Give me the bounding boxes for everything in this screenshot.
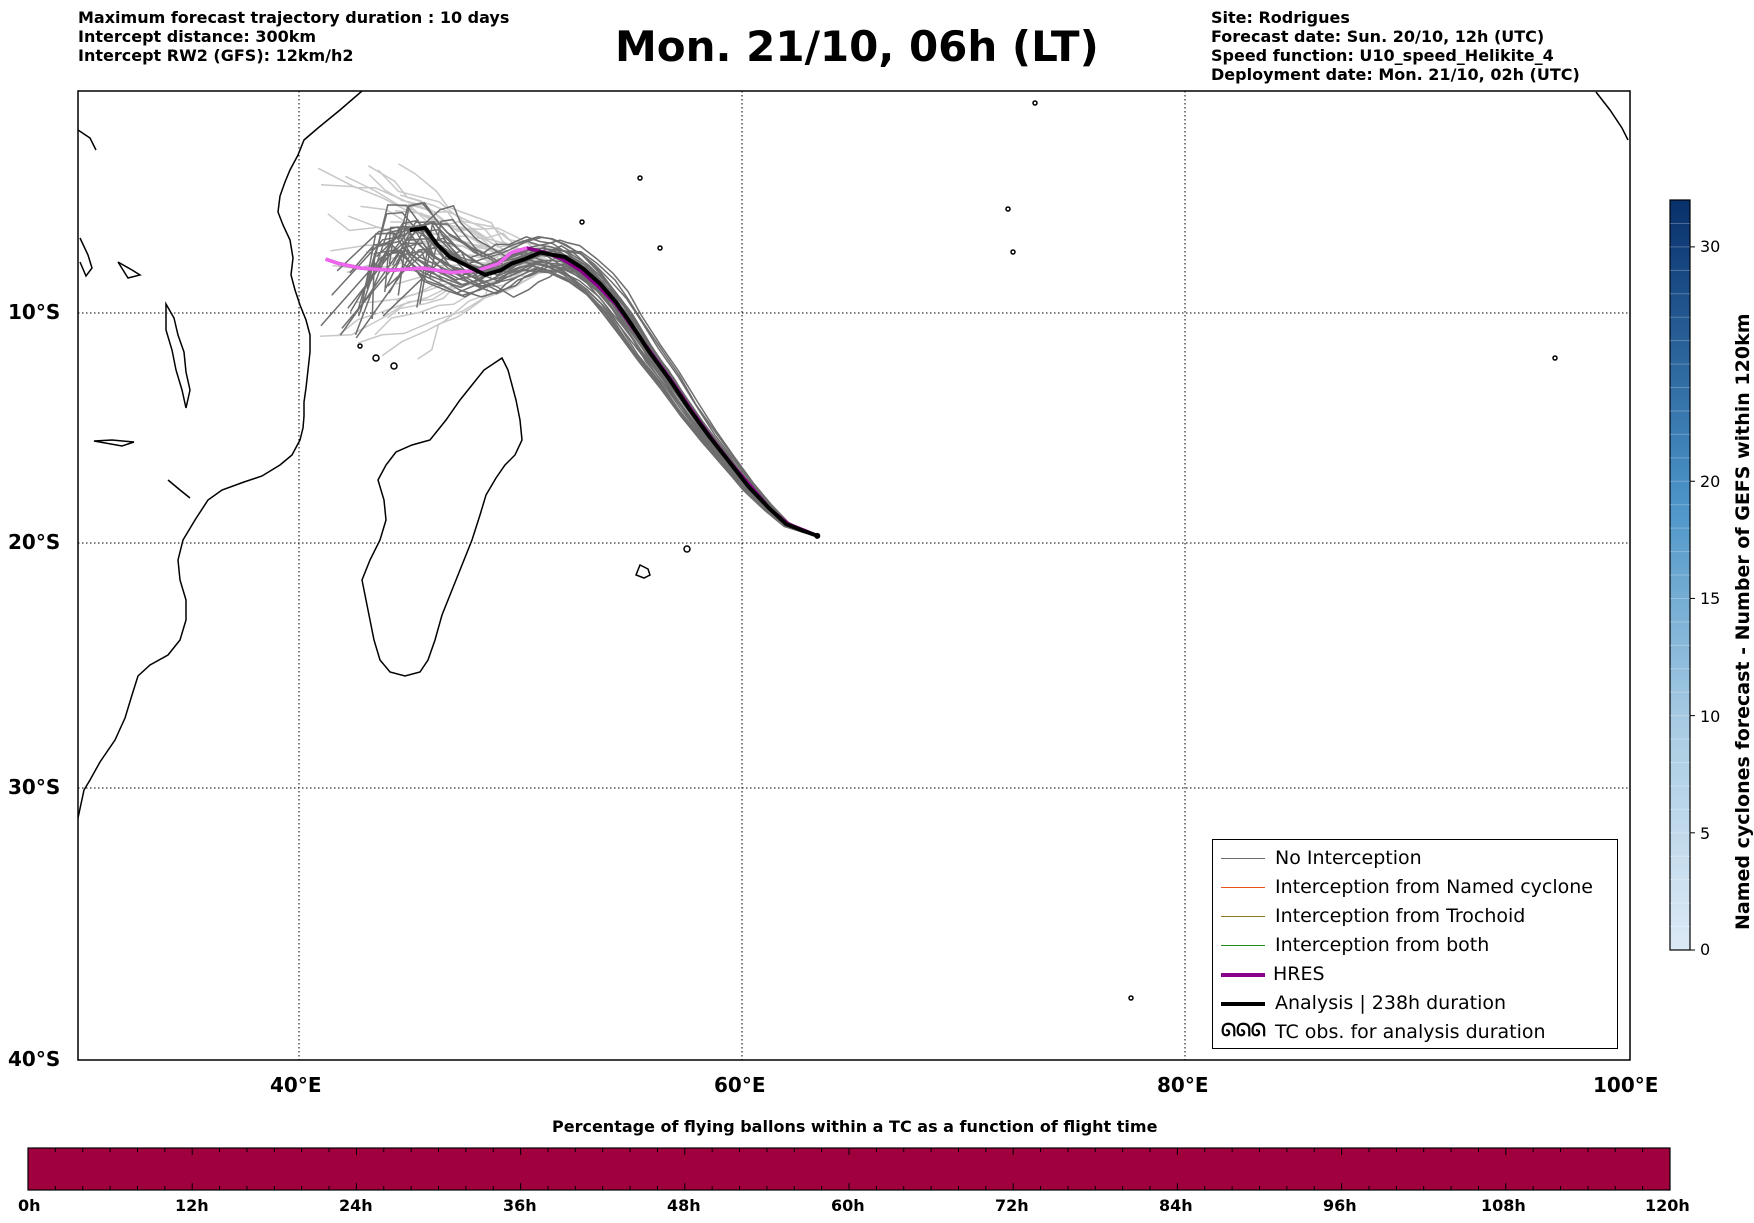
right-cb-tick: 30 [1700, 237, 1721, 256]
right-cb-tick: 20 [1700, 472, 1721, 491]
header-right-line: Speed function: U10_speed_Helikite_4 [1211, 46, 1554, 65]
map-frame [77, 90, 1631, 1061]
africa-coastline [78, 91, 363, 819]
bottom-cb-tick: 60h [831, 1196, 865, 1215]
bottom-cb-tick: 24h [339, 1196, 373, 1215]
ensemble-track [320, 248, 818, 537]
site-marker [814, 532, 821, 539]
legend-item: ᘏᘏᘏ TC obs. for analysis duration [1213, 1020, 1617, 1046]
bottom-cb-tick: 96h [1323, 1196, 1357, 1215]
bottom-cb-tick: 0h [18, 1196, 41, 1215]
grid-lines [78, 91, 1630, 1060]
right-colorbar [1669, 199, 1691, 951]
legend-label: Analysis | 238h duration [1275, 992, 1507, 1014]
legend-label: TC obs. for analysis duration [1275, 1021, 1546, 1043]
page-title: Mon. 21/10, 06h (LT) [615, 22, 1099, 71]
ensemble-track [384, 204, 818, 537]
ensemble-track [416, 223, 818, 537]
legend-label: HRES [1273, 963, 1325, 985]
header-right-line: Deployment date: Mon. 21/10, 02h (UTC) [1211, 65, 1580, 84]
right-cb-tick: 15 [1700, 589, 1721, 608]
bottom-colorbar-title: Percentage of flying ballons within a TC… [552, 1117, 1158, 1136]
header-right-line: Forecast date: Sun. 20/10, 12h (UTC) [1211, 27, 1545, 46]
lon-label-60: 60°E [714, 1073, 766, 1097]
ensemble-track [377, 169, 563, 258]
legend-item: Interception from both [1213, 933, 1617, 959]
bottom-cb-tick: 12h [175, 1196, 209, 1215]
legend-item: HRES [1213, 962, 1617, 988]
right-cb-tick: 5 [1700, 824, 1711, 843]
lat-label-20s: 20°S [8, 530, 61, 554]
bottom-cb-tick: 48h [667, 1196, 701, 1215]
header-left-line: Intercept distance: 300km [78, 27, 317, 46]
ensemble-track [341, 250, 818, 537]
lat-label-40s: 40°S [8, 1047, 61, 1071]
lon-label-40: 40°E [270, 1073, 322, 1097]
legend-label: No Interception [1275, 847, 1422, 869]
bottom-cb-tick: 36h [503, 1196, 537, 1215]
lat-label-10s: 10°S [8, 300, 61, 324]
bottom-cb-tick: 72h [995, 1196, 1029, 1215]
cyclone-symbol-icon: ᘏᘏᘏ [1221, 1020, 1266, 1041]
bottom-cb-tick: 108h [1481, 1196, 1526, 1215]
ensemble-track [357, 269, 571, 344]
ensemble-track [390, 221, 540, 260]
header-left-line: Intercept RW2 (GFS): 12km/h2 [78, 46, 354, 65]
legend-label: Interception from both [1275, 934, 1490, 956]
legend-label: Interception from Named cyclone [1275, 876, 1593, 898]
legend-item: No Interception [1213, 846, 1617, 872]
legend: No Interception Interception from Named … [1212, 839, 1618, 1049]
right-cb-tick: 10 [1700, 707, 1721, 726]
legend-swatch [1221, 973, 1265, 977]
bottom-cb-tick: 120h [1645, 1196, 1690, 1215]
lat-label-30s: 30°S [8, 775, 61, 799]
lon-label-80: 80°E [1157, 1073, 1209, 1097]
header-left: Maximum forecast trajectory duration : 1… [78, 8, 509, 65]
legend-item: Interception from Named cyclone [1213, 875, 1617, 901]
header-left-line: Maximum forecast trajectory duration : 1… [78, 8, 510, 27]
legend-swatch [1221, 887, 1265, 888]
ensemble-track [428, 218, 818, 537]
ensemble-track [336, 262, 520, 337]
legend-swatch [1221, 1002, 1265, 1006]
bottom-cb-tick: 84h [1159, 1196, 1193, 1215]
right-cb-tick: 0 [1700, 940, 1711, 959]
madagascar-coastline [361, 356, 523, 677]
legend-swatch [1221, 858, 1265, 859]
legend-label: Interception from Trochoid [1275, 905, 1526, 927]
right-colorbar-title: Named cyclones forecast - Number of GEFS… [1732, 313, 1754, 930]
lon-label-100: 100°E [1593, 1073, 1659, 1097]
hres-track-light [325, 246, 528, 275]
legend-item: Interception from Trochoid [1213, 904, 1617, 930]
header-right-line: Site: Rodrigues [1211, 8, 1350, 27]
header-right: Site: Rodrigues Forecast date: Sun. 20/1… [1211, 8, 1580, 84]
analysis-track [409, 225, 818, 538]
legend-swatch [1221, 916, 1265, 917]
legend-item: Analysis | 238h duration [1213, 991, 1617, 1017]
legend-swatch [1221, 945, 1265, 946]
